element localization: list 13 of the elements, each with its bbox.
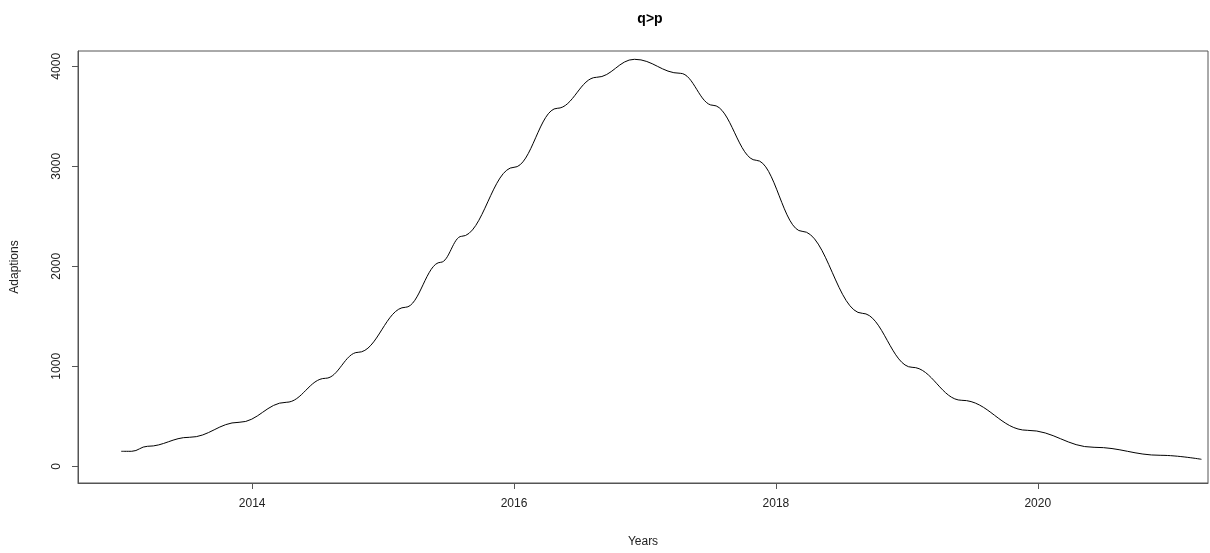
y-axis-title: Adaptions <box>7 240 21 294</box>
x-axis-title: Years <box>627 534 659 548</box>
x-tick-label: 2014 <box>238 496 266 510</box>
chart-title: q>p <box>637 10 663 26</box>
x-tick-label: 2018 <box>762 496 790 510</box>
y-tick-label: 1000 <box>49 352 63 380</box>
y-tick-label: 3000 <box>49 152 63 180</box>
y-tick-label: 4000 <box>49 52 63 80</box>
x-tick-label: 2020 <box>1024 496 1052 510</box>
x-tick-label: 2016 <box>500 496 528 510</box>
y-tick-label: 0 <box>49 462 63 470</box>
line-series <box>120 58 1202 460</box>
y-tick-label: 2000 <box>49 252 63 280</box>
